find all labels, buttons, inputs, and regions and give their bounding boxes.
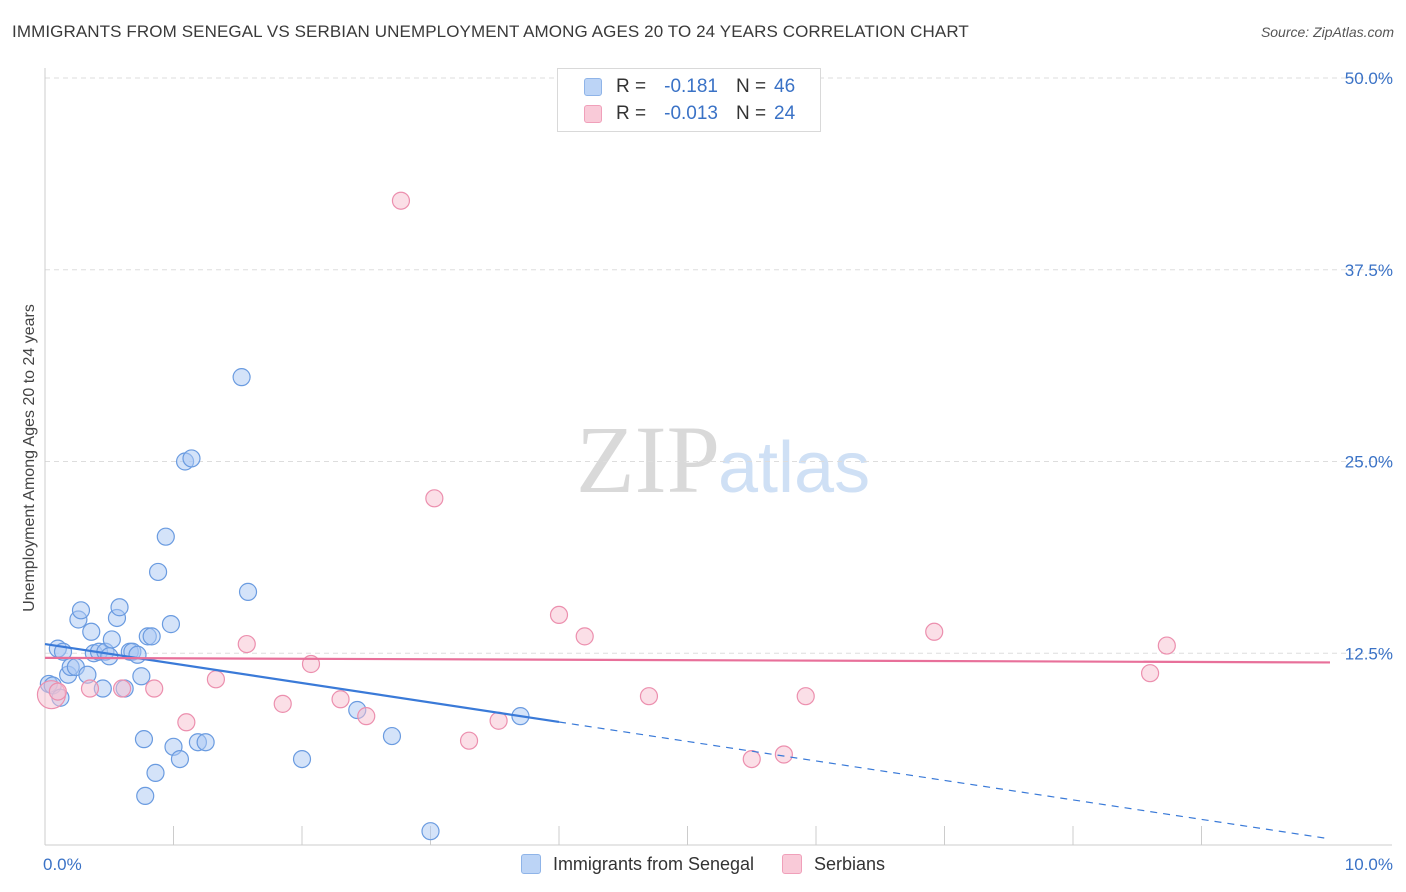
senegal-point (238, 582, 258, 601)
serbians-legend-label: Serbians (814, 853, 886, 874)
serbian-point (774, 745, 793, 764)
r-label: R = (616, 103, 647, 124)
serbian-point (357, 707, 376, 726)
point-layer (36, 191, 1176, 841)
n-label: N = (736, 103, 767, 124)
n-label: N = (736, 76, 767, 97)
r-value: -0.181 (664, 76, 718, 97)
senegal-point (142, 627, 161, 646)
senegal-point (421, 822, 440, 841)
x-tick-label: 10.0% (1345, 855, 1393, 874)
serbian-point (1140, 664, 1160, 683)
serbian-point (206, 670, 226, 689)
senegal-point (128, 645, 147, 664)
serbians-legend-swatch (782, 854, 803, 874)
senegal-legend-swatch (520, 854, 541, 874)
y-tick-label: 37.5% (1345, 261, 1393, 280)
n-value: 46 (774, 76, 796, 97)
senegal-point (182, 449, 201, 468)
serbian-point (742, 749, 761, 769)
senegal-point (196, 733, 215, 752)
senegal-legend-label: Immigrants from Senegal (552, 853, 755, 874)
serbian-point (80, 679, 100, 698)
legend-item-serbians[interactable]: Serbians (782, 854, 885, 875)
legend-row-senegal: R = -0.181 N = 46 (584, 74, 795, 100)
serbian-point (145, 679, 164, 698)
serbian-point (1157, 636, 1176, 655)
senegal-point (232, 368, 251, 387)
senegal-point (156, 527, 175, 546)
legend-item-senegal[interactable]: Immigrants from Senegal (520, 853, 755, 875)
serbian-point (177, 713, 196, 732)
serbian-trendline (44, 656, 1331, 664)
correlation-legend: R = -0.181 N = 46 R = -0.013 N = 24 (557, 68, 821, 132)
serbian-point (459, 731, 479, 750)
senegal-point (148, 562, 168, 582)
serbians-swatch (584, 105, 602, 123)
senegal-point (382, 726, 402, 746)
watermark-zip: ZIP (576, 406, 720, 513)
serbian-point (925, 622, 944, 641)
serbian-point (796, 687, 815, 706)
legend-row-serbians: R = -0.013 N = 24 (584, 101, 795, 127)
serbian-point (331, 690, 350, 709)
serbian-point (237, 634, 256, 654)
senegal-point (100, 647, 119, 666)
tick-label-layer: 12.5% 25.0% 37.5% 50.0% 0.0% 10.0% (43, 69, 1393, 874)
senegal-point (132, 667, 151, 686)
senegal-point (71, 601, 91, 620)
y-tick-label: 12.5% (1345, 644, 1393, 663)
senegal-point (136, 786, 155, 806)
senegal-point (102, 630, 121, 649)
senegal-point (110, 598, 129, 617)
serbian-point (391, 191, 411, 210)
serbian-point (549, 605, 569, 625)
senegal-point (82, 622, 101, 641)
serbian-point (425, 489, 444, 508)
serbian-point (273, 694, 292, 713)
chart-title: IMMIGRANTS FROM SENEGAL VS SERBIAN UNEMP… (12, 22, 969, 41)
n-value: 24 (774, 103, 796, 124)
r-label: R = (616, 76, 647, 97)
source-credit: Source: ZipAtlas.com (1260, 24, 1394, 40)
r-value: -0.013 (664, 103, 718, 124)
serbian-point (639, 687, 659, 706)
series-legend: Immigrants from Senegal Serbians (0, 852, 1406, 876)
axis-layer (44, 68, 1392, 846)
senegal-point (161, 615, 181, 634)
serbian-point (112, 679, 132, 698)
senegal-point (292, 749, 312, 769)
senegal-trendline (44, 642, 560, 724)
x-tick-label: 0.0% (43, 855, 82, 874)
serbian-point (48, 682, 67, 701)
grid-layer (45, 77, 1392, 654)
watermark-atlas: atlas (718, 428, 870, 508)
senegal-point (146, 763, 165, 783)
senegal-point (134, 730, 154, 749)
trend-layer (44, 642, 1331, 840)
y-tick-label: 50.0% (1345, 69, 1393, 88)
senegal-trendline-extension (558, 721, 1331, 840)
senegal-point (170, 749, 190, 769)
senegal-swatch (584, 78, 602, 96)
y-tick-label: 25.0% (1345, 453, 1393, 472)
serbian-point (575, 627, 594, 646)
